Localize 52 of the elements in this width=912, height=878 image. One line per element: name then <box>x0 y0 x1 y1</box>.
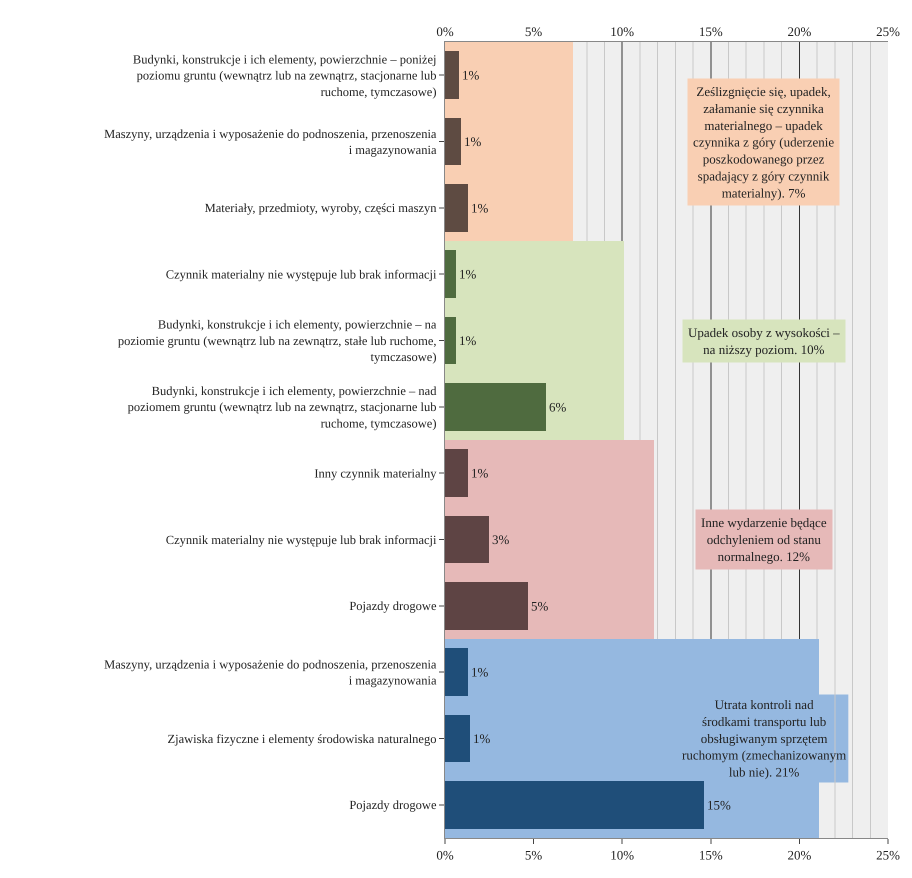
bar <box>445 449 468 497</box>
x2-tick-label: 25% <box>876 848 900 863</box>
data-label: 1% <box>459 333 476 348</box>
data-label: 1% <box>471 200 488 216</box>
data-label: 15% <box>707 798 731 812</box>
y-tick-label: Inny czynnik materialny <box>314 466 438 481</box>
y-tick-label: Czynnik materialny nie występuje lub brak informacji <box>166 532 438 547</box>
bar <box>445 317 456 364</box>
bar <box>445 781 704 829</box>
bar <box>445 715 470 762</box>
data-label: 3% <box>492 532 510 547</box>
x-tick-label: 0% <box>436 24 454 39</box>
annotation: Upadek osoby z wysokości – na niższy poziom. 10% <box>688 325 840 357</box>
bar <box>445 51 459 99</box>
x-tick-label: 15% <box>698 24 723 39</box>
bar <box>445 383 546 431</box>
x2-tick-label: 0% <box>436 848 454 863</box>
y-tick-label: Budynki, konstrukcje i ich elementy, powierzchnie – poniżej poziomu gruntu (wewnątrz lub na zewnątrz, stacjonarne lub ruchome, tymczasowe) <box>132 52 436 99</box>
data-label: 1% <box>464 134 482 149</box>
x2-tick-label: 20% <box>787 848 812 863</box>
data-label: 1% <box>459 266 476 282</box>
x2-tick-label: 15% <box>698 848 723 863</box>
bar <box>445 516 489 563</box>
y-tick-label: Maszyny, urządzenia i wyposażenie do podnoszenia, przenoszenia i magazynowania <box>104 657 437 688</box>
data-label: 1% <box>462 68 480 82</box>
y-tick-label: Czynnik materialny nie występuje lub brak informacji <box>166 268 438 282</box>
annotation: Utrata kontroli nad środkami transportu lub obsługiwanym sprzętem ruchomym (zmechanizowanym lub nie). 21% <box>682 697 846 780</box>
annotation: Ześlizgnięcie się, upadek, załamanie się czynnika materialnego – upadek czynnika z góry (uderzenie poszkodowanego przez spadający z góry czynnik materialny). 7% <box>693 84 834 200</box>
y-tick-label: Maszyny, urządzenia i wyposażenie do podnoszenia, przenoszenia i magazynowania <box>104 126 437 157</box>
x2-tick-label: 10% <box>610 848 634 863</box>
y-tick-label: Pojazdy drogowe <box>349 798 437 812</box>
bar <box>445 184 468 232</box>
data-label: 1% <box>473 731 490 746</box>
x-tick-label: 20% <box>787 24 812 39</box>
data-label: 1% <box>471 466 488 480</box>
y-tick-label: Zjawiska fizyczne i elementy środowiska naturalnego <box>167 732 436 746</box>
data-label: 5% <box>531 598 548 614</box>
bar <box>445 118 461 165</box>
data-label: 1% <box>471 664 488 680</box>
data-label: 6% <box>549 400 566 414</box>
y-tick-label: Pojazdy drogowe <box>349 599 437 614</box>
x2-tick-label: 5% <box>524 848 542 863</box>
bar <box>445 648 468 696</box>
x-tick-label: 10% <box>610 24 634 39</box>
y-tick-label: Budynki, konstrukcje i ich elementy, powierzchnie – nad poziomem gruntu (wewnątrz lub na zewnątrz, stacjonarne lub ruchome, tymczasowe) <box>128 384 438 430</box>
x-tick-label: 25% <box>876 24 900 39</box>
y-tick-label: Budynki, konstrukcje i ich elementy, powierzchnie – na poziomie gruntu (wewnątrz lub na zewnątrz, stałe lub ruchome, tymczasowe) <box>118 318 437 364</box>
y-tick-label: Materiały, przedmioty, wyroby, części maszyn <box>204 201 438 216</box>
x-tick-label: 5% <box>524 24 542 39</box>
bar <box>445 582 528 630</box>
annotation: Inne wydarzenie będące odchyleniem od stanu normalnego. 12% <box>701 515 827 564</box>
bar <box>445 250 456 298</box>
